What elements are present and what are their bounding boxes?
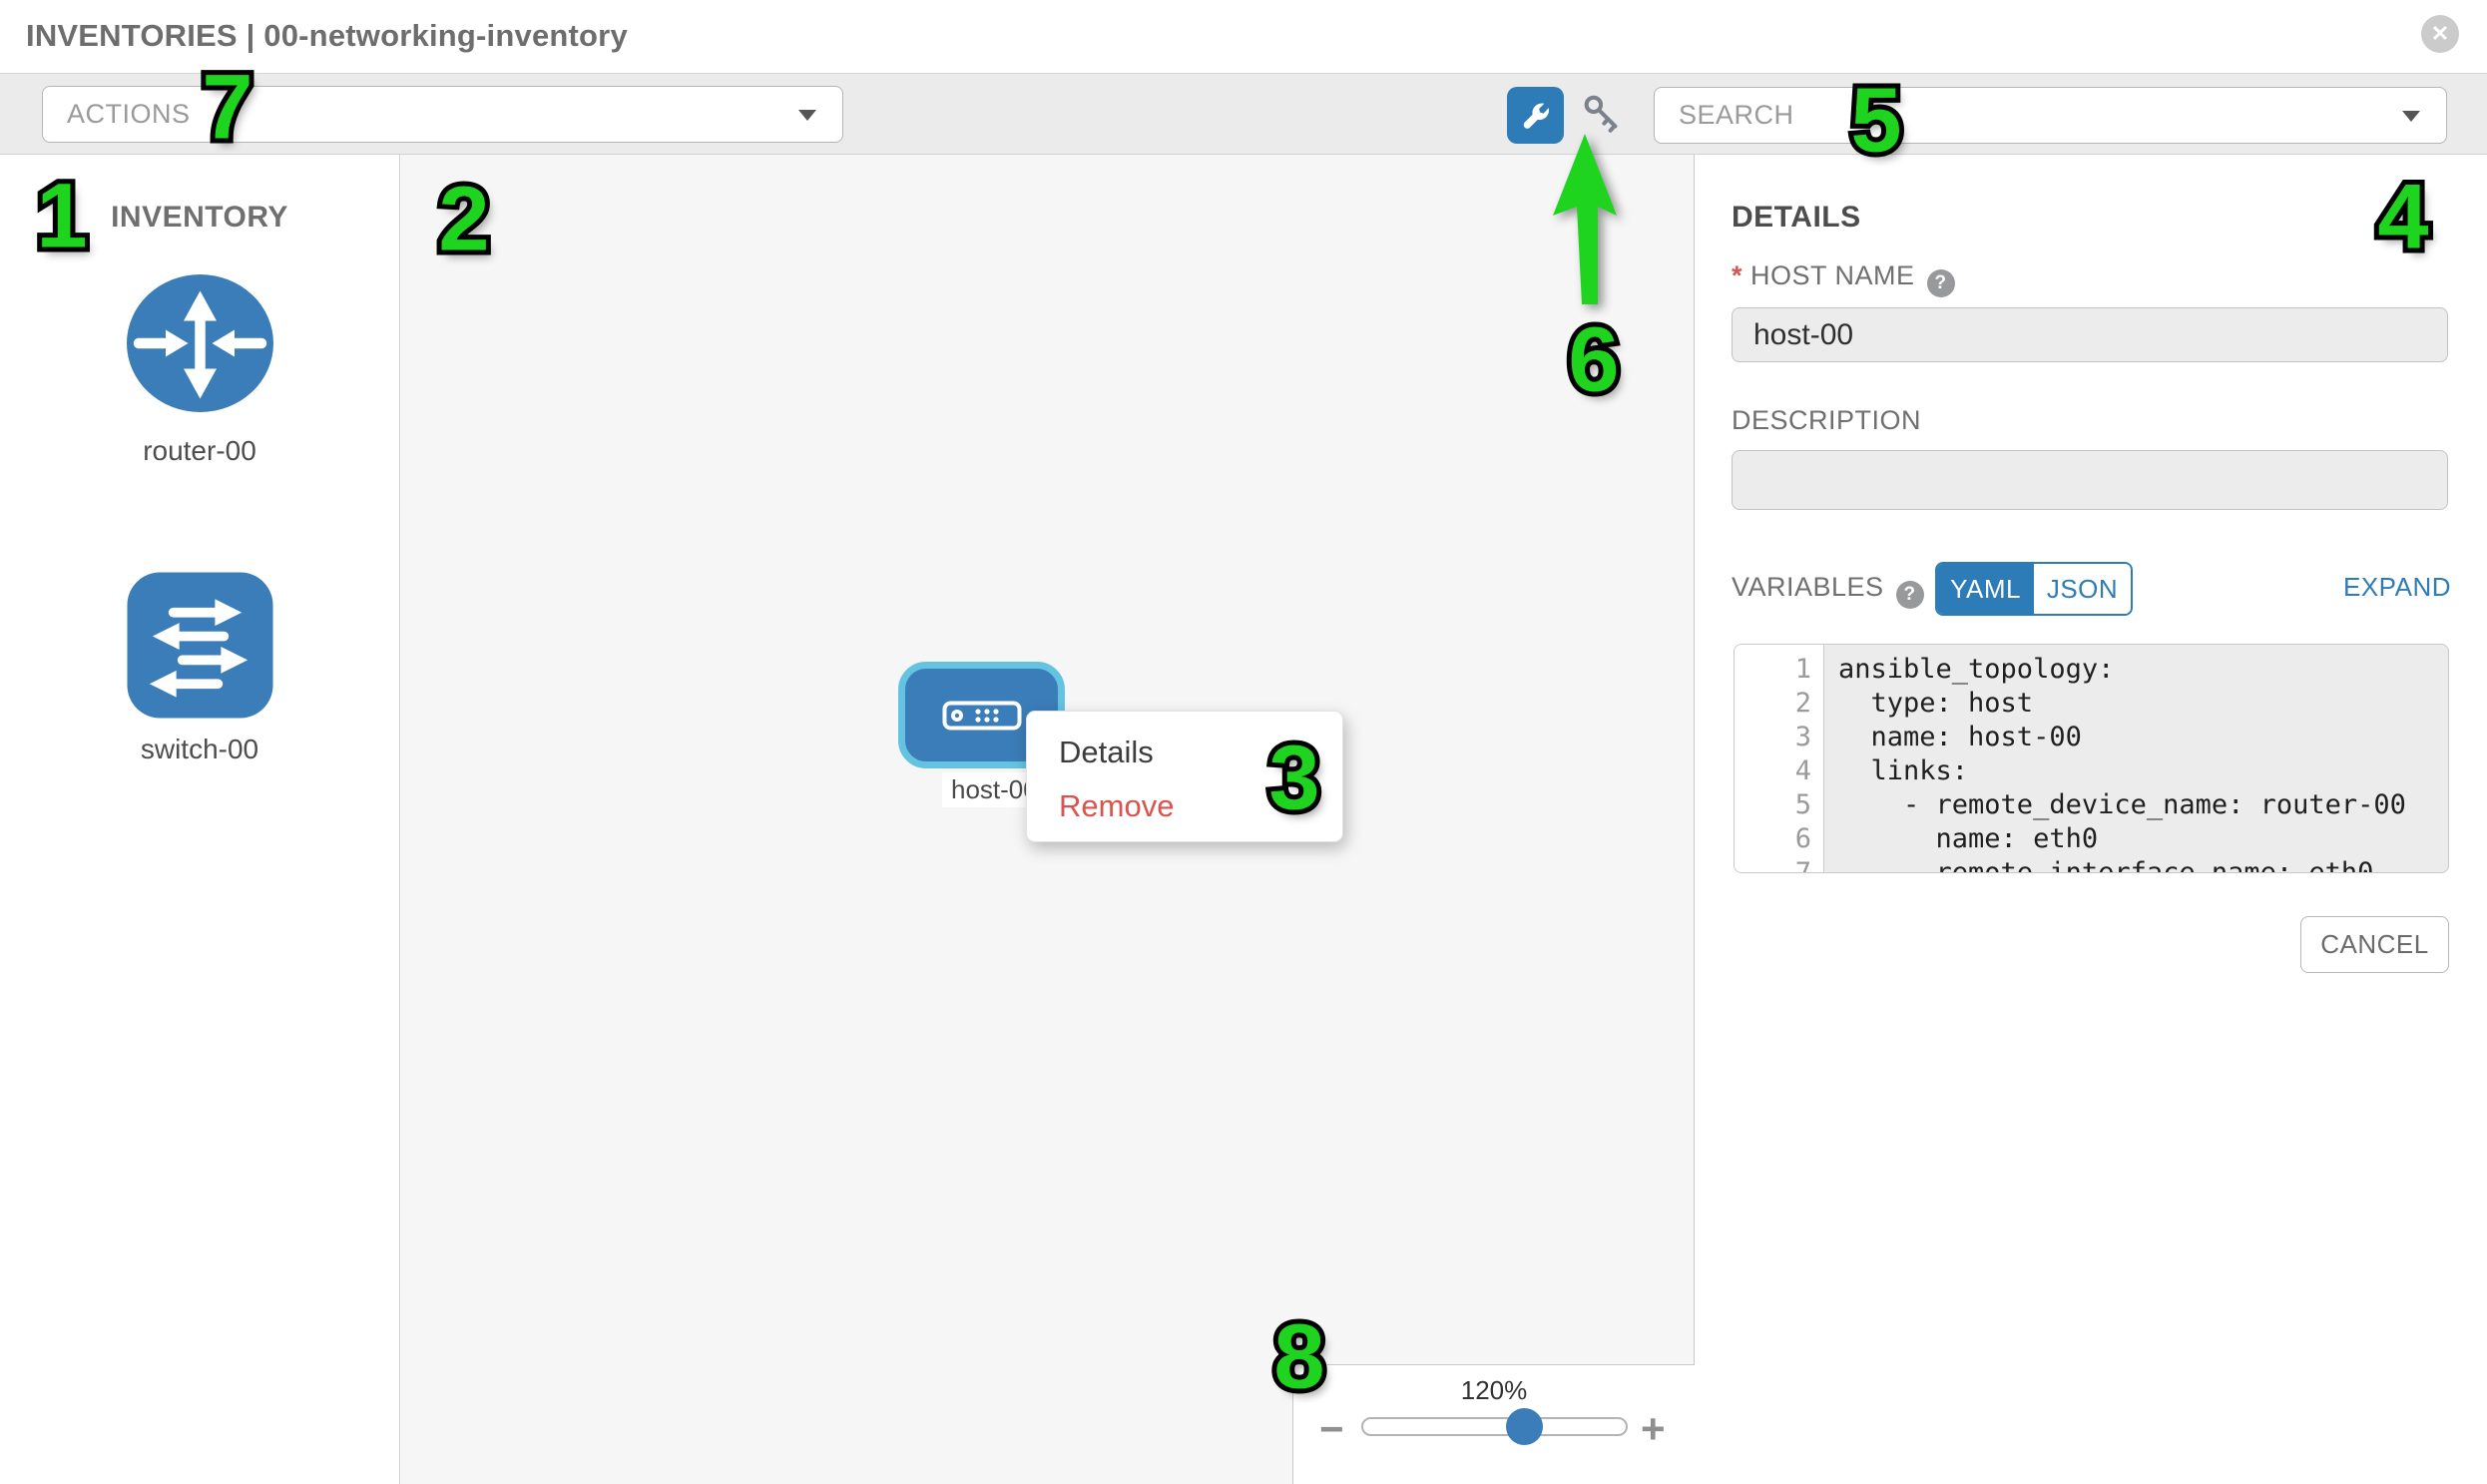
help-icon[interactable]: ?: [1895, 581, 1924, 609]
code-line-number: 7: [1735, 856, 1824, 872]
description-input[interactable]: [1732, 450, 2448, 510]
sidebar-device-switch[interactable]: switch-00: [0, 571, 399, 765]
search-dropdown[interactable]: SEARCH: [1654, 87, 2447, 144]
code-line: links:: [1838, 755, 1969, 786]
details-panel: DETAILS * HOST NAME? host-00 DESCRIPTION …: [1695, 155, 2487, 1484]
switch-icon: [126, 572, 273, 719]
host-name-label: * HOST NAME?: [1732, 260, 1955, 297]
code-line-number: 4: [1735, 754, 1824, 788]
annotation-1: 1: [31, 161, 92, 272]
zoom-slider-knob[interactable]: [1506, 1408, 1543, 1445]
topology-canvas[interactable]: host-00 Details Remove 120% − +: [401, 155, 1695, 1484]
code-line: name: host-00: [1838, 722, 2082, 752]
page-title: INVENTORIES | 00-networking-inventory: [26, 18, 628, 53]
annotation-3: 3: [1263, 723, 1324, 834]
zoom-level: 120%: [1460, 1375, 1528, 1405]
wrench-icon: [1523, 102, 1549, 129]
zoom-control: 120% − +: [1292, 1364, 1695, 1484]
close-icon[interactable]: ✕: [2421, 15, 2459, 53]
code-line-number: 6: [1735, 822, 1824, 856]
variables-label: VARIABLES?: [1732, 572, 1924, 609]
help-icon[interactable]: ?: [1926, 269, 1955, 297]
annotation-8: 8: [1268, 1301, 1329, 1413]
toolbar-wrench-button[interactable]: [1507, 87, 1564, 144]
close-glyph: ✕: [2430, 21, 2450, 46]
annotation-7: 7: [197, 52, 257, 164]
json-toggle-button[interactable]: JSON: [2034, 564, 2131, 614]
code-line-number: 2: [1735, 687, 1824, 721]
toolbar-key-button[interactable]: [1577, 89, 1627, 139]
device-label: router-00: [143, 435, 256, 466]
variables-format-toggle: YAML JSON: [1935, 562, 2133, 616]
expand-link[interactable]: EXPAND: [2343, 572, 2451, 602]
inventory-sidebar: INVENTORY router-00: [0, 155, 400, 1484]
actions-dropdown-label: ACTIONS: [67, 99, 191, 129]
zoom-in-button[interactable]: +: [1641, 1405, 1666, 1452]
key-icon: [1584, 95, 1618, 133]
variables-code-editor[interactable]: 1 ansible_topology: 2 type: host 3 name: ho…: [1734, 644, 2449, 873]
description-label: DESCRIPTION: [1732, 405, 1922, 435]
code-line: type: host: [1838, 688, 2034, 719]
code-line-number: 3: [1735, 721, 1824, 754]
zoom-slider-track[interactable]: [1361, 1417, 1628, 1436]
required-asterisk: *: [1732, 260, 1743, 290]
search-dropdown-label: SEARCH: [1679, 100, 1794, 130]
context-menu-details[interactable]: Details: [1059, 735, 1154, 769]
host-name-value: host-00: [1753, 317, 1854, 351]
chevron-down-icon: [798, 109, 816, 121]
toolbar: ACTIONS SEARCH: [0, 73, 2487, 155]
yaml-toggle-button[interactable]: YAML: [1937, 564, 2034, 614]
sidebar-device-router[interactable]: router-00: [0, 271, 399, 467]
sidebar-title: INVENTORY: [111, 201, 288, 234]
device-label: switch-00: [140, 734, 259, 764]
code-line-number: 1: [1735, 653, 1824, 687]
code-line: remote_interface_name: eth0: [1838, 857, 2374, 873]
app-header: INVENTORIES | 00-networking-inventory ✕: [0, 0, 2487, 73]
code-gutter: [1735, 645, 1824, 653]
chevron-down-icon: [2402, 110, 2420, 122]
router-icon: [126, 274, 273, 412]
cancel-button[interactable]: CANCEL: [2300, 916, 2449, 973]
host-name-input[interactable]: host-00: [1732, 307, 2448, 362]
annotation-4: 4: [2372, 162, 2433, 273]
context-menu-remove[interactable]: Remove: [1059, 788, 1175, 823]
zoom-out-button[interactable]: −: [1319, 1405, 1344, 1452]
annotation-6: 6: [1563, 304, 1624, 416]
code-line: - remote_device_name: router-00: [1838, 789, 2406, 820]
host-icon: [942, 701, 1021, 730]
annotation-2: 2: [433, 164, 494, 275]
code-line: name: eth0: [1838, 823, 2099, 854]
code-line-number: 5: [1735, 788, 1824, 822]
node-context-menu: Details Remove: [1026, 711, 1343, 842]
code-line: [1824, 645, 2448, 653]
actions-dropdown[interactable]: ACTIONS: [42, 86, 843, 143]
annotation-5: 5: [1845, 65, 1906, 177]
code-line: ansible_topology:: [1838, 654, 2115, 685]
details-title: DETAILS: [1732, 201, 1861, 234]
